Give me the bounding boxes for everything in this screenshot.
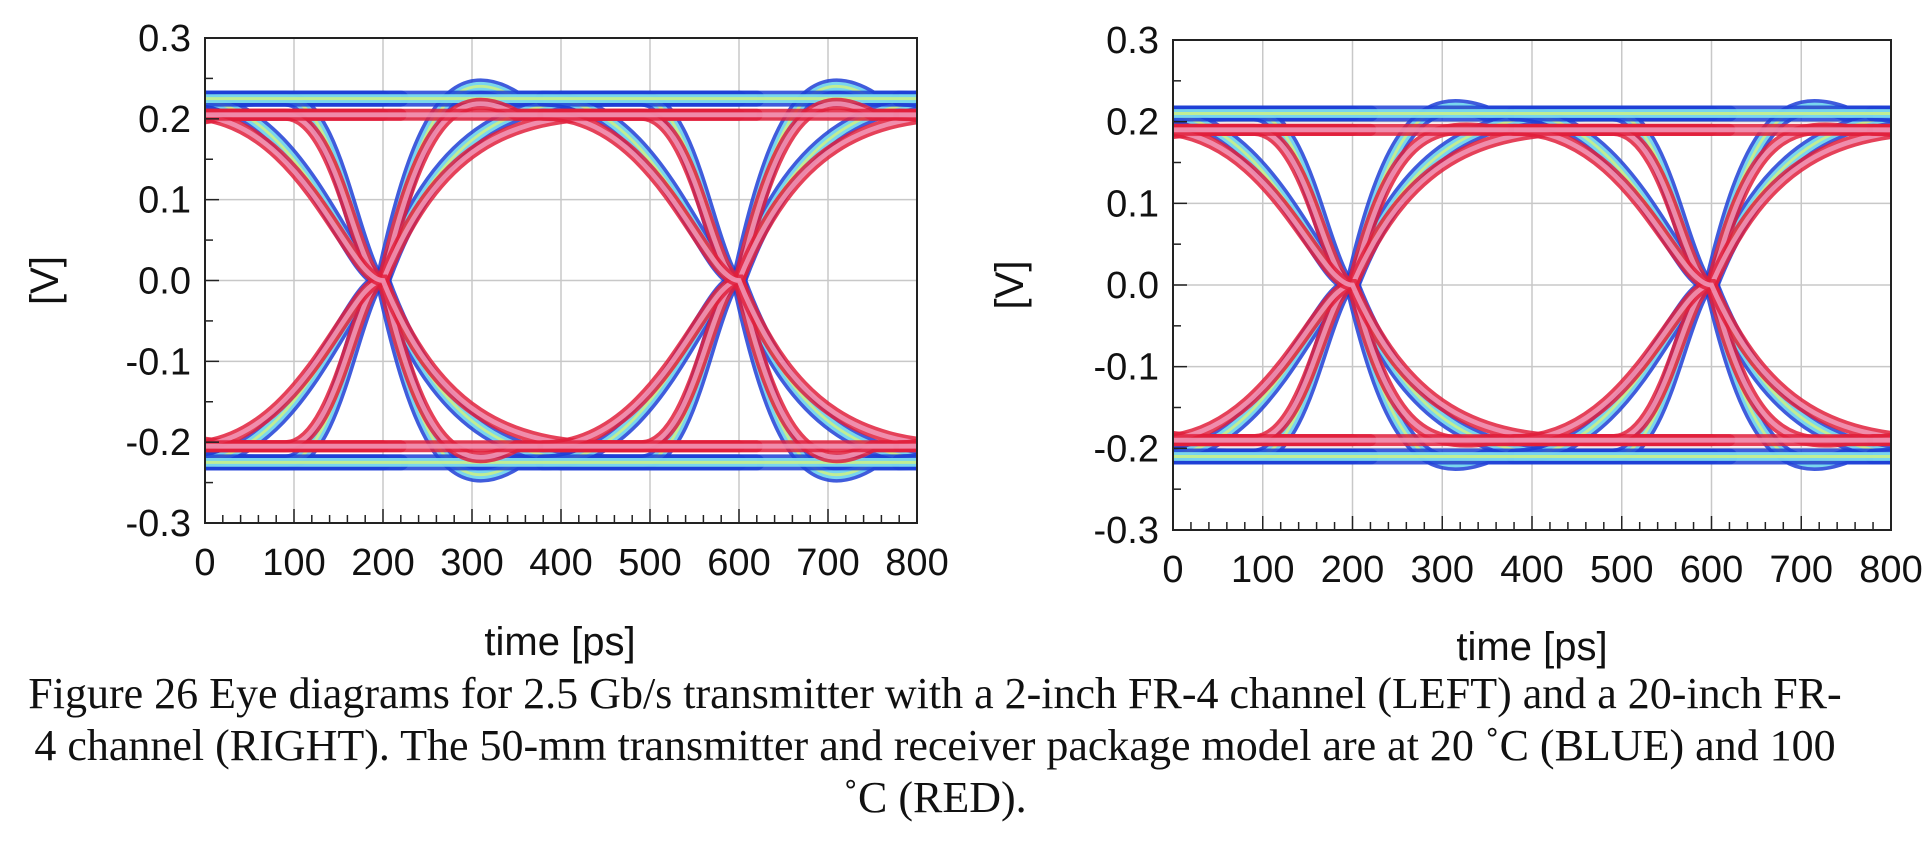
trace-core: [1173, 128, 1730, 443]
x-tick-label: 500: [1590, 549, 1653, 591]
y-tick-label: -0.1: [126, 341, 191, 383]
trace-core: [1891, 128, 1924, 440]
x-tick-label: 700: [1770, 549, 1833, 591]
y-tick-label: 0.2: [138, 99, 191, 141]
trace-center: [1173, 112, 1353, 115]
y-tick-label: -0.3: [126, 503, 191, 545]
y-tick-label: -0.1: [1094, 347, 1159, 389]
trace-core: [1514, 127, 1891, 440]
y-tick-label: -0.2: [1094, 428, 1159, 470]
trace-core: [1891, 130, 1924, 442]
y-tick-label: -0.2: [126, 422, 191, 464]
x-tick-label: 400: [1500, 549, 1563, 591]
y-axis-label: [V]: [988, 261, 1032, 310]
chart-panel-2: 0 100 200 300 400 500 600 700 800 0.3 0.2 0.1 0.0 -0.…: [988, 20, 1924, 669]
figure-caption: Figure 26 Eye diagrams for 2.5 Gb/s tran…: [28, 669, 1842, 822]
x-tick-label: 700: [796, 542, 859, 584]
y-tick-label: 0.3: [1106, 20, 1159, 62]
trace-core: [1891, 114, 1924, 464]
trace-band: [1883, 448, 1891, 465]
y-tick-label: 0.2: [1106, 102, 1159, 144]
trace-center: [1891, 114, 1924, 464]
y-tick-label: 0.0: [1106, 265, 1159, 307]
chart-panel-1: 0 100 200 300 400 500 600 700 800 0.3 0.2 0.1 0.0 -0.…: [23, 18, 949, 664]
x-tick-label: 0: [1162, 549, 1183, 591]
trace-band: [1173, 448, 1361, 465]
x-tick-label: 300: [440, 542, 503, 584]
y-tick-label: 0.1: [1106, 183, 1159, 225]
trace-core: [1891, 107, 1924, 457]
trace-core: [543, 112, 917, 446]
trace-band: [1883, 105, 1891, 122]
y-axis-label: [V]: [23, 256, 67, 305]
series-red: [1173, 122, 1924, 448]
trace-core: [1173, 452, 1353, 461]
x-axis-label: time [ps]: [484, 620, 635, 664]
trace-band: [1173, 105, 1361, 122]
x-tick-label: 0: [194, 542, 215, 584]
y-tick-label: 0.1: [138, 180, 191, 222]
y-tick-label: 0.3: [138, 18, 191, 60]
trace-band: [1885, 123, 1891, 136]
series-red: [205, 97, 917, 464]
x-axis-label: time [ps]: [1456, 625, 1607, 669]
x-tick-label: 200: [1321, 549, 1384, 591]
x-tick-label: 200: [351, 542, 414, 584]
trace-center: [1173, 455, 1353, 458]
trace-core: [1173, 109, 1353, 118]
trace-band: [1885, 434, 1891, 447]
x-tick-label: 800: [1859, 549, 1922, 591]
eye-traces: [205, 78, 917, 483]
trace-center: [1891, 107, 1924, 457]
x-tick-label: 100: [262, 542, 325, 584]
x-tick-label: 400: [529, 542, 592, 584]
x-tick-label: 500: [618, 542, 681, 584]
x-tick-label: 300: [1411, 549, 1474, 591]
x-tick-label: 800: [885, 542, 948, 584]
trace-core: [205, 113, 757, 449]
eye-traces: [1173, 98, 1924, 472]
y-tick-label: -0.3: [1094, 510, 1159, 552]
y-tick-label: 0.0: [138, 261, 191, 303]
x-tick-label: 600: [1680, 549, 1743, 591]
x-tick-label: 600: [707, 542, 770, 584]
x-tick-label: 100: [1231, 549, 1294, 591]
